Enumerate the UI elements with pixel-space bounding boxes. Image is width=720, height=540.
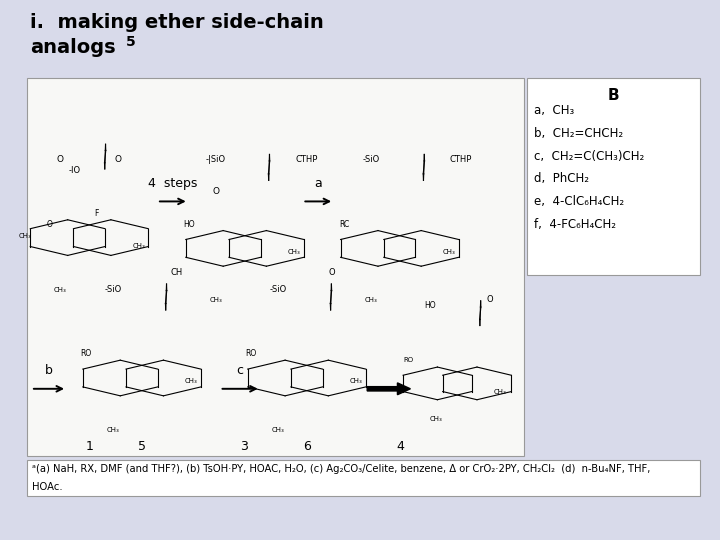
- Text: CH₃: CH₃: [54, 287, 67, 293]
- Text: 5: 5: [138, 440, 146, 453]
- Text: HOAc.: HOAc.: [32, 482, 63, 492]
- Bar: [27, 460, 700, 496]
- Text: f,  4-FC₆H₄CH₂: f, 4-FC₆H₄CH₂: [534, 218, 616, 231]
- Text: CH₃: CH₃: [429, 416, 442, 422]
- FancyArrow shape: [367, 383, 410, 395]
- Bar: [527, 78, 700, 275]
- Text: CH₃: CH₃: [185, 379, 198, 384]
- Text: CH₃: CH₃: [19, 233, 32, 239]
- Text: O: O: [486, 295, 492, 305]
- Text: e,  4-ClC₆H₄CH₂: e, 4-ClC₆H₄CH₂: [534, 195, 624, 208]
- Text: CH₃: CH₃: [210, 298, 222, 303]
- Text: O: O: [47, 220, 53, 229]
- Text: 4: 4: [397, 440, 404, 453]
- Bar: [27, 78, 524, 456]
- Text: CTHP: CTHP: [450, 155, 472, 164]
- Text: CH₃: CH₃: [132, 244, 145, 249]
- Text: CH₃: CH₃: [364, 298, 377, 303]
- Text: 4  steps: 4 steps: [148, 177, 197, 190]
- Text: HO: HO: [424, 301, 436, 310]
- Text: 1: 1: [86, 440, 93, 453]
- Text: O: O: [57, 155, 64, 164]
- Text: F: F: [94, 209, 99, 218]
- Text: CH₃: CH₃: [493, 389, 506, 395]
- Text: b,  CH₂=CHCH₂: b, CH₂=CHCH₂: [534, 127, 624, 140]
- Text: O: O: [328, 268, 335, 278]
- Text: O: O: [212, 187, 220, 197]
- Text: B: B: [608, 88, 619, 103]
- Text: 3: 3: [240, 440, 248, 453]
- Text: CH₃: CH₃: [271, 427, 284, 433]
- Text: analogs: analogs: [30, 38, 116, 57]
- Text: RO: RO: [404, 357, 414, 363]
- Text: -SiO: -SiO: [362, 155, 379, 164]
- Text: i.  making ether side-chain: i. making ether side-chain: [30, 14, 324, 32]
- Text: CH₃: CH₃: [288, 249, 301, 255]
- Text: RC: RC: [339, 220, 349, 229]
- Text: RO: RO: [80, 349, 91, 359]
- Text: b: b: [45, 364, 53, 377]
- Text: 6: 6: [303, 440, 310, 453]
- Text: CH₃: CH₃: [443, 249, 456, 255]
- Text: ᵃ(a) NaH, RX, DMF (and THF?), (b) TsOH·PY, HOAC, H₂O, (c) Ag₂CO₃/Celite, benzene: ᵃ(a) NaH, RX, DMF (and THF?), (b) TsOH·P…: [32, 464, 651, 475]
- Text: -SiO: -SiO: [104, 285, 122, 294]
- Text: c,  CH₂=C(CH₃)CH₂: c, CH₂=C(CH₃)CH₂: [534, 150, 644, 163]
- Text: a: a: [315, 177, 322, 190]
- Text: d,  PhCH₂: d, PhCH₂: [534, 172, 589, 185]
- Text: -IO: -IO: [69, 166, 81, 175]
- Text: 5: 5: [126, 35, 136, 49]
- Text: a,  CH₃: a, CH₃: [534, 104, 575, 117]
- Text: CTHP: CTHP: [295, 155, 318, 164]
- Text: -SiO: -SiO: [269, 285, 287, 294]
- Text: RO: RO: [245, 349, 256, 359]
- Text: -|SiO: -|SiO: [206, 155, 226, 164]
- Text: c: c: [237, 364, 243, 377]
- Text: HO: HO: [183, 220, 194, 229]
- Text: CH₃: CH₃: [350, 379, 363, 384]
- Text: O: O: [114, 155, 122, 164]
- Text: CH: CH: [171, 268, 183, 278]
- Text: CH₃: CH₃: [107, 427, 120, 433]
